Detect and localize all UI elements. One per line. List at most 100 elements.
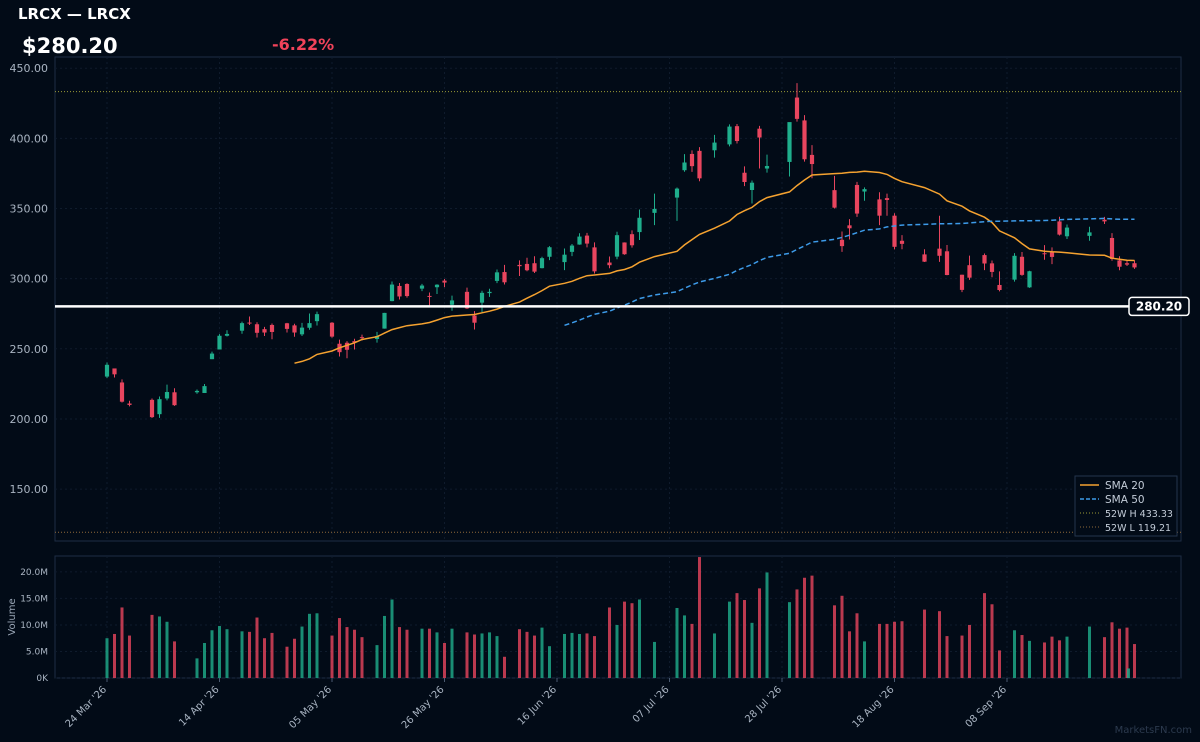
watermark: MarketsFN.com: [1114, 725, 1192, 736]
candle-body: [877, 199, 882, 216]
volume-bar: [795, 589, 799, 678]
legend-label-sma20: SMA 20: [1105, 480, 1145, 492]
volume-bar: [923, 609, 926, 678]
candle-body: [847, 225, 852, 229]
x-tick-label: 28 Jul '26: [743, 684, 784, 725]
volume-bar: [263, 638, 266, 678]
volume-bar: [473, 634, 476, 678]
volume-bar: [1020, 635, 1024, 678]
volume-bar: [360, 637, 364, 678]
price-change: -6.22%: [272, 35, 335, 54]
sma50-line: [564, 217, 1135, 327]
volume-bar: [420, 628, 424, 678]
volume-bar: [488, 632, 491, 678]
date-axis: 24 Mar '26 14 Apr '26 05 May '26 26 May '26…: [64, 678, 1010, 731]
volume-bar: [878, 623, 881, 678]
volume-bar: [315, 613, 319, 678]
volume-bar: [1028, 640, 1031, 678]
candle-body: [224, 333, 230, 336]
volume-bar: [998, 650, 1001, 678]
volume-bar: [248, 631, 251, 678]
candle-body: [832, 190, 837, 208]
candle-body: [472, 315, 477, 323]
volume-bar: [840, 595, 844, 678]
volume-bar: [803, 577, 806, 678]
candle-body: [374, 336, 380, 339]
candle-body: [637, 217, 642, 233]
volume-bar: [630, 603, 634, 678]
candle-body: [104, 364, 110, 377]
candle-body: [629, 234, 635, 246]
candle-body: [254, 324, 260, 333]
volume-bar: [735, 593, 739, 678]
candle-body: [682, 162, 687, 171]
volume-bar: [1088, 626, 1091, 678]
volume-bar: [435, 632, 439, 678]
volume-bar: [270, 632, 274, 678]
candle-body: [269, 324, 275, 332]
volume-bar: [165, 621, 169, 678]
y-tick-label: 400.00: [10, 132, 49, 145]
volume-bar: [330, 635, 334, 678]
x-tick-label: 08 Sep '26: [964, 684, 1010, 730]
candle-body: [442, 280, 447, 283]
candle-body: [284, 323, 290, 329]
candle-body: [607, 262, 612, 266]
candle-body: [1124, 263, 1130, 265]
candle-body: [1049, 252, 1055, 257]
volume-bar: [833, 605, 836, 678]
volume-bar: [540, 627, 544, 678]
candle-body: [172, 392, 177, 406]
candle-body: [434, 284, 440, 288]
candle-body: [697, 150, 702, 179]
candle-body: [734, 126, 740, 142]
candle-body: [674, 188, 680, 198]
volume-bar: [788, 602, 791, 678]
candle-body: [562, 254, 567, 263]
volume-bar: [1125, 627, 1129, 678]
volume-bar: [570, 632, 574, 678]
volume-bar: [893, 621, 896, 678]
candle-body: [427, 295, 432, 297]
candle-body: [959, 274, 965, 290]
candle-body: [577, 236, 582, 245]
volume-bar: [480, 633, 484, 678]
candle-body: [449, 300, 455, 305]
volume-bar: [810, 575, 814, 678]
last-price-tag: [1128, 296, 1190, 317]
volume-bar: [713, 633, 716, 678]
candle-body: [397, 285, 402, 297]
volume-bar: [240, 631, 244, 678]
x-tick-label: 24 Mar '26: [64, 684, 110, 730]
volume-bar: [450, 628, 454, 678]
candle-body: [299, 327, 305, 335]
candle-body: [652, 208, 657, 213]
volume-bar: [1050, 636, 1054, 678]
volume-bar: [465, 632, 469, 678]
candle-body: [494, 272, 500, 281]
volume-bar: [495, 636, 499, 678]
volume-bar: [525, 631, 529, 678]
volume-bar: [848, 631, 851, 678]
candle-body: [517, 264, 522, 267]
candle-body: [524, 263, 530, 271]
volume-bar: [983, 593, 986, 678]
candle-body: [464, 291, 470, 309]
volume-bar: [1013, 630, 1016, 678]
candle-body: [1132, 263, 1137, 268]
candle-body: [892, 215, 897, 247]
volume-bar: [615, 624, 619, 678]
volume-bar: [255, 617, 259, 678]
candle-body: [539, 258, 545, 269]
volume-bar: [503, 656, 506, 678]
candle-body: [689, 153, 695, 167]
volume-bar: [548, 646, 551, 678]
candle-body: [389, 284, 395, 302]
volume-bar: [383, 615, 386, 678]
last-price-marker: 280.20: [55, 296, 1190, 317]
candle-body: [854, 184, 860, 214]
volume-bar: [675, 607, 679, 678]
candle-body: [547, 247, 552, 257]
candle-body: [1027, 271, 1032, 288]
